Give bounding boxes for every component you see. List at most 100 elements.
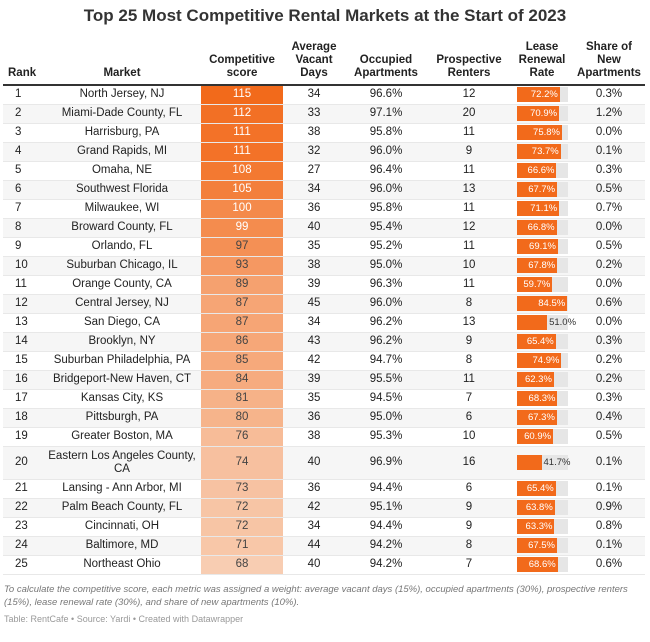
occupied-cell: 96.0%	[345, 142, 427, 162]
renewal-rate-cell: 67.5%	[511, 536, 573, 556]
renewal-bar-track: 68.6%	[516, 557, 568, 572]
vacant-days-cell: 42	[283, 498, 345, 518]
prospective-renters-cell: 11	[427, 275, 511, 295]
column-header[interactable]: Prospective Renters	[427, 38, 511, 86]
market-cell: Palm Beach County, FL	[43, 498, 201, 518]
table-row: 9 Orlando, FL 97 35 95.2% 11 69.1% 0.5%	[3, 237, 645, 257]
table-row: 25 Northeast Ohio 68 40 94.2% 7 68.6% 0.6%	[3, 555, 645, 575]
column-header[interactable]: Market	[43, 38, 201, 86]
rank-cell: 10	[3, 256, 43, 276]
prospective-renters-cell: 8	[427, 536, 511, 556]
renewal-bar-track: 41.7%	[516, 455, 571, 470]
market-cell: Milwaukee, WI	[43, 199, 201, 219]
renewal-bar-track: 59.7%	[516, 277, 568, 292]
market-cell: Miami-Dade County, FL	[43, 104, 201, 124]
occupied-cell: 95.8%	[345, 199, 427, 219]
rank-cell: 8	[3, 218, 43, 238]
occupied-cell: 95.0%	[345, 408, 427, 428]
new-apartments-share-cell: 0.1%	[573, 536, 645, 556]
renewal-bar	[516, 353, 562, 368]
rank-cell: 21	[3, 479, 43, 499]
market-cell: Greater Boston, MA	[43, 427, 201, 447]
renewal-bar	[516, 201, 560, 216]
renewal-rate-cell: 66.8%	[511, 218, 573, 238]
renewal-rate-cell: 60.9%	[511, 427, 573, 447]
score-cell: 85	[201, 351, 283, 371]
new-apartments-share-cell: 0.1%	[573, 142, 645, 162]
rank-cell: 15	[3, 351, 43, 371]
new-apartments-share-cell: 0.2%	[573, 370, 645, 390]
market-cell: Pittsburgh, PA	[43, 408, 201, 428]
score-cell: 87	[201, 294, 283, 314]
renewal-bar	[516, 125, 562, 140]
score-cell: 89	[201, 275, 283, 295]
table-row: 4 Grand Rapids, MI 111 32 96.0% 9 73.7% 0.1%	[3, 142, 645, 162]
renewal-bar-label: 70.9%	[530, 108, 558, 119]
new-apartments-share-cell: 0.6%	[573, 294, 645, 314]
market-cell: Baltimore, MD	[43, 536, 201, 556]
new-apartments-share-cell: 0.0%	[573, 123, 645, 143]
rank-cell: 12	[3, 294, 43, 314]
score-cell: 99	[201, 218, 283, 238]
renewal-bar-label: 73.7%	[531, 146, 559, 157]
column-header[interactable]: Average Vacant Days	[283, 38, 345, 86]
occupied-cell: 97.1%	[345, 104, 427, 124]
renewal-rate-cell: 67.8%	[511, 256, 573, 276]
table-row: 20 Eastern Los Angeles County, CA 74 40 96.9…	[3, 446, 645, 480]
renewal-bar-track: 60.9%	[516, 429, 568, 444]
new-apartments-share-cell: 0.8%	[573, 517, 645, 537]
renewal-bar-track: 67.7%	[516, 182, 568, 197]
new-apartments-share-cell: 0.3%	[573, 85, 645, 105]
vacant-days-cell: 36	[283, 199, 345, 219]
renewal-bar-track: 66.6%	[516, 163, 568, 178]
score-cell: 87	[201, 313, 283, 333]
renewal-bar-track: 72.2%	[516, 87, 568, 103]
column-header[interactable]: Competitive score	[201, 38, 283, 86]
new-apartments-share-cell: 0.7%	[573, 199, 645, 219]
renewal-bar-track: 68.3%	[516, 391, 568, 406]
score-cell: 68	[201, 555, 283, 575]
occupied-cell: 96.3%	[345, 275, 427, 295]
renewal-bar-label: 68.6%	[528, 559, 556, 570]
column-header[interactable]: Rank	[3, 38, 43, 86]
renewal-bar	[516, 334, 556, 349]
column-header[interactable]: Share of New Apartments	[573, 38, 645, 86]
prospective-renters-cell: 6	[427, 408, 511, 428]
prospective-renters-cell: 12	[427, 85, 511, 105]
rank-cell: 16	[3, 370, 43, 390]
renewal-rate-cell: 41.7%	[511, 446, 573, 480]
market-cell: Lansing - Ann Arbor, MI	[43, 479, 201, 499]
renewal-rate-cell: 66.6%	[511, 161, 573, 181]
rank-cell: 25	[3, 555, 43, 575]
table-row: 1 North Jersey, NJ 115 34 96.6% 12 72.2% 0.3%	[3, 85, 645, 105]
vacant-days-cell: 36	[283, 408, 345, 428]
vacant-days-cell: 40	[283, 218, 345, 238]
renewal-bar-label: 41.7%	[543, 457, 571, 468]
occupied-cell: 96.0%	[345, 180, 427, 200]
prospective-renters-cell: 6	[427, 479, 511, 499]
renewal-rate-cell: 70.9%	[511, 104, 573, 124]
market-cell: Harrisburg, PA	[43, 123, 201, 143]
renewal-bar-track: 66.8%	[516, 220, 568, 235]
market-cell: Bridgeport-New Haven, CT	[43, 370, 201, 390]
renewal-rate-cell: 63.3%	[511, 517, 573, 537]
occupied-cell: 94.7%	[345, 351, 427, 371]
renewal-bar	[516, 557, 558, 572]
column-header[interactable]: Lease Renewal Rate	[511, 38, 573, 86]
occupied-cell: 95.5%	[345, 370, 427, 390]
rank-cell: 7	[3, 199, 43, 219]
table-row: 13 San Diego, CA 87 34 96.2% 13 51.0% 0.0%	[3, 313, 645, 333]
renewal-bar	[516, 455, 542, 470]
column-header[interactable]: Occupied Apartments	[345, 38, 427, 86]
renewal-bar-track: 67.3%	[516, 410, 568, 425]
renewal-bar-label: 63.8%	[525, 502, 553, 513]
market-cell: Suburban Philadelphia, PA	[43, 351, 201, 371]
renewal-rate-cell: 69.1%	[511, 237, 573, 257]
vacant-days-cell: 38	[283, 256, 345, 276]
market-cell: San Diego, CA	[43, 313, 201, 333]
renewal-bar-track: 71.1%	[516, 201, 568, 216]
prospective-renters-cell: 8	[427, 351, 511, 371]
score-cell: 108	[201, 161, 283, 181]
renewal-rate-cell: 72.2%	[511, 85, 573, 105]
credit-line: Table: RentCafe • Source: Yardi • Create…	[4, 613, 244, 624]
